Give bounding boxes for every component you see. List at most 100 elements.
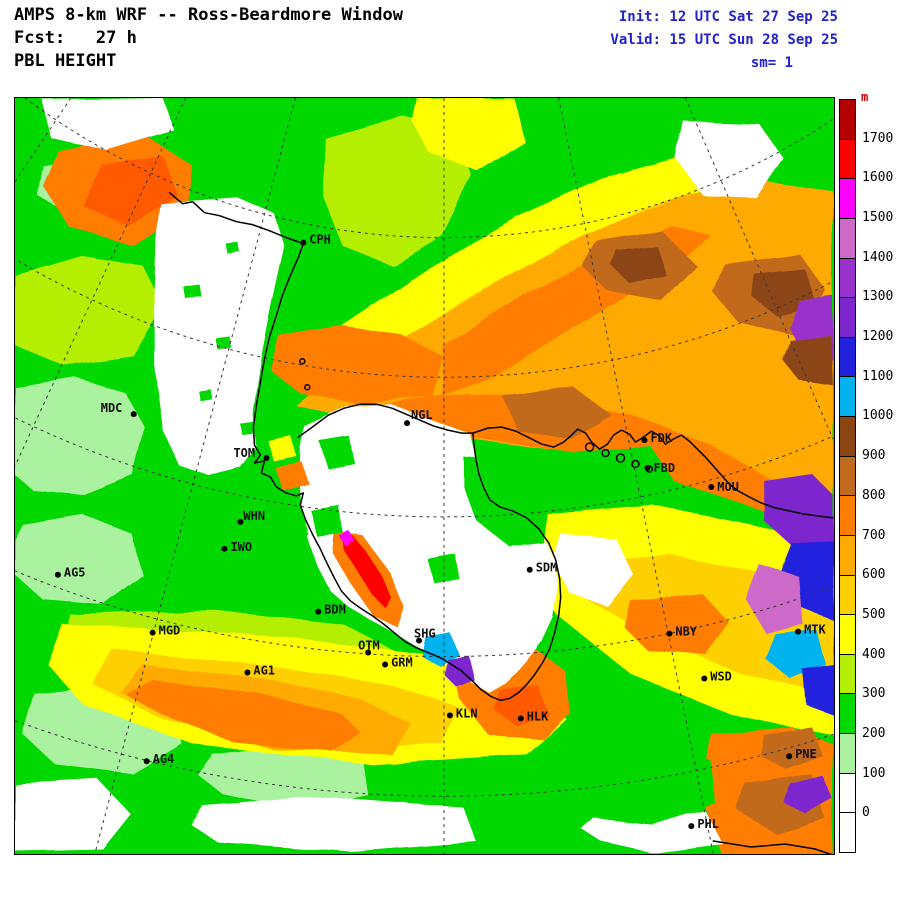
field-region <box>15 514 143 605</box>
field-region <box>274 509 309 541</box>
colorbar-tick: 1200 <box>862 329 894 345</box>
field-region <box>15 255 163 366</box>
coastline <box>168 192 562 702</box>
station-dot-FDK <box>641 437 648 444</box>
colorbar-tick: 0 <box>862 805 870 821</box>
colorbar-segment <box>840 337 855 378</box>
station-label-NGL: NGL <box>411 408 433 422</box>
station-label-KLN: KLN <box>456 706 478 720</box>
colorbar-tick: 1700 <box>862 130 894 146</box>
station-dot-MOU <box>708 483 715 490</box>
field-region <box>190 796 477 853</box>
plot-header-right: Init: 12 UTC Sat 27 Sep 25 Valid: 15 UTC… <box>610 6 838 75</box>
colorbar-segment <box>840 179 855 219</box>
station-label-AG1: AG1 <box>253 663 275 677</box>
field-region <box>539 738 717 825</box>
forecast-map: CPH MDC NGL TOM FDK FBD MOU WHN IWO SDM AG5 BDM NBY M… <box>15 98 834 854</box>
graticule-meridian <box>684 98 834 440</box>
colorbar-segment <box>840 218 855 259</box>
station-dot-AG5 <box>54 571 61 578</box>
field-region <box>581 812 724 854</box>
station-label-MGD: MGD <box>159 624 181 638</box>
station-label-SHG: SHG <box>414 627 436 641</box>
station-label-FDK: FDK <box>650 431 672 445</box>
station-dot-OTM <box>365 649 372 656</box>
field-region <box>412 98 524 171</box>
station-label-HLK: HLK <box>527 709 549 723</box>
field-region <box>623 592 730 655</box>
field-region <box>783 776 834 815</box>
colorbar-segment <box>840 100 855 140</box>
colorbar-tick: 600 <box>862 567 886 583</box>
station-dot-HLK <box>517 715 524 722</box>
field-region <box>270 325 442 406</box>
colorbar-segment <box>840 298 855 338</box>
plot-title: AMPS 8-km WRF -- Ross-Beardmore Window <box>14 5 403 25</box>
colorbar-segment <box>840 694 855 734</box>
station-label-SDM: SDM <box>536 561 558 575</box>
plot-header-left: AMPS 8-km WRF -- Ross-Beardmore Window F… <box>14 4 403 73</box>
field-region <box>611 245 667 284</box>
station-label-GRM: GRM <box>391 655 413 669</box>
colorbar-tick: 1100 <box>862 368 894 384</box>
station-dot-BDM <box>315 608 322 615</box>
valid-time: Valid: 15 UTC Sun 28 Sep 25 <box>610 32 838 48</box>
station-dot-KLN <box>446 712 453 719</box>
station-dot-PNE <box>786 753 793 760</box>
colorbar-segment <box>840 615 855 655</box>
field-region <box>15 779 131 852</box>
station-dot-MDC <box>130 411 137 418</box>
colorbar-tick: 500 <box>862 606 886 622</box>
station-dot-AG1 <box>244 669 251 676</box>
station-dot-WSD <box>701 675 708 682</box>
station-label-FBD: FBD <box>653 461 675 475</box>
station-label-AG5: AG5 <box>64 566 86 580</box>
coastline <box>712 840 833 854</box>
field-region <box>196 387 211 400</box>
station-dot-PHL <box>688 823 695 830</box>
colorbar-unit: m <box>861 90 869 104</box>
graticule-meridian <box>558 98 714 854</box>
station-dot-CPH <box>300 239 307 246</box>
colorbar-tick: 1500 <box>862 210 894 226</box>
station-label-MTK: MTK <box>804 623 826 637</box>
station-dot-SHG <box>416 637 423 644</box>
field-region <box>422 632 459 667</box>
graticule-meridian <box>15 98 72 183</box>
island <box>299 358 306 365</box>
station-label-CPH: CPH <box>309 233 331 247</box>
field-region <box>746 564 804 635</box>
station-dot-IWO <box>221 545 228 552</box>
colorbar-segment <box>840 456 855 497</box>
field-region <box>267 435 296 461</box>
init-time: Init: 12 UTC Sat 27 Sep 25 <box>618 9 838 25</box>
field-region <box>343 535 393 609</box>
colorbar <box>839 99 856 853</box>
field-region <box>127 679 363 753</box>
station-label-BDM: BDM <box>324 603 346 617</box>
colorbar-tick: 800 <box>862 487 886 503</box>
field-region <box>297 180 834 525</box>
field-region <box>318 435 355 469</box>
colorbar-segment <box>840 773 855 814</box>
field-region <box>15 377 145 495</box>
field-region <box>274 460 309 490</box>
colorbar-segment <box>840 813 855 852</box>
island <box>615 453 626 463</box>
island <box>304 383 311 391</box>
colorbar-tick: 1600 <box>862 170 894 186</box>
station-dot-WHN <box>237 518 244 525</box>
station-label-MOU: MOU <box>717 480 739 494</box>
station-label-WSD: WSD <box>710 669 732 683</box>
field-region <box>226 242 241 255</box>
colorbar-segment <box>840 654 855 695</box>
field-region <box>675 120 784 198</box>
colorbar-tick: 1300 <box>862 289 894 305</box>
station-label-PNE: PNE <box>795 747 817 761</box>
field-region <box>763 473 834 550</box>
field-region <box>240 422 257 436</box>
island <box>631 459 640 469</box>
field-region <box>493 684 550 727</box>
colorbar-tick: 100 <box>862 765 886 781</box>
coastline <box>472 426 834 519</box>
